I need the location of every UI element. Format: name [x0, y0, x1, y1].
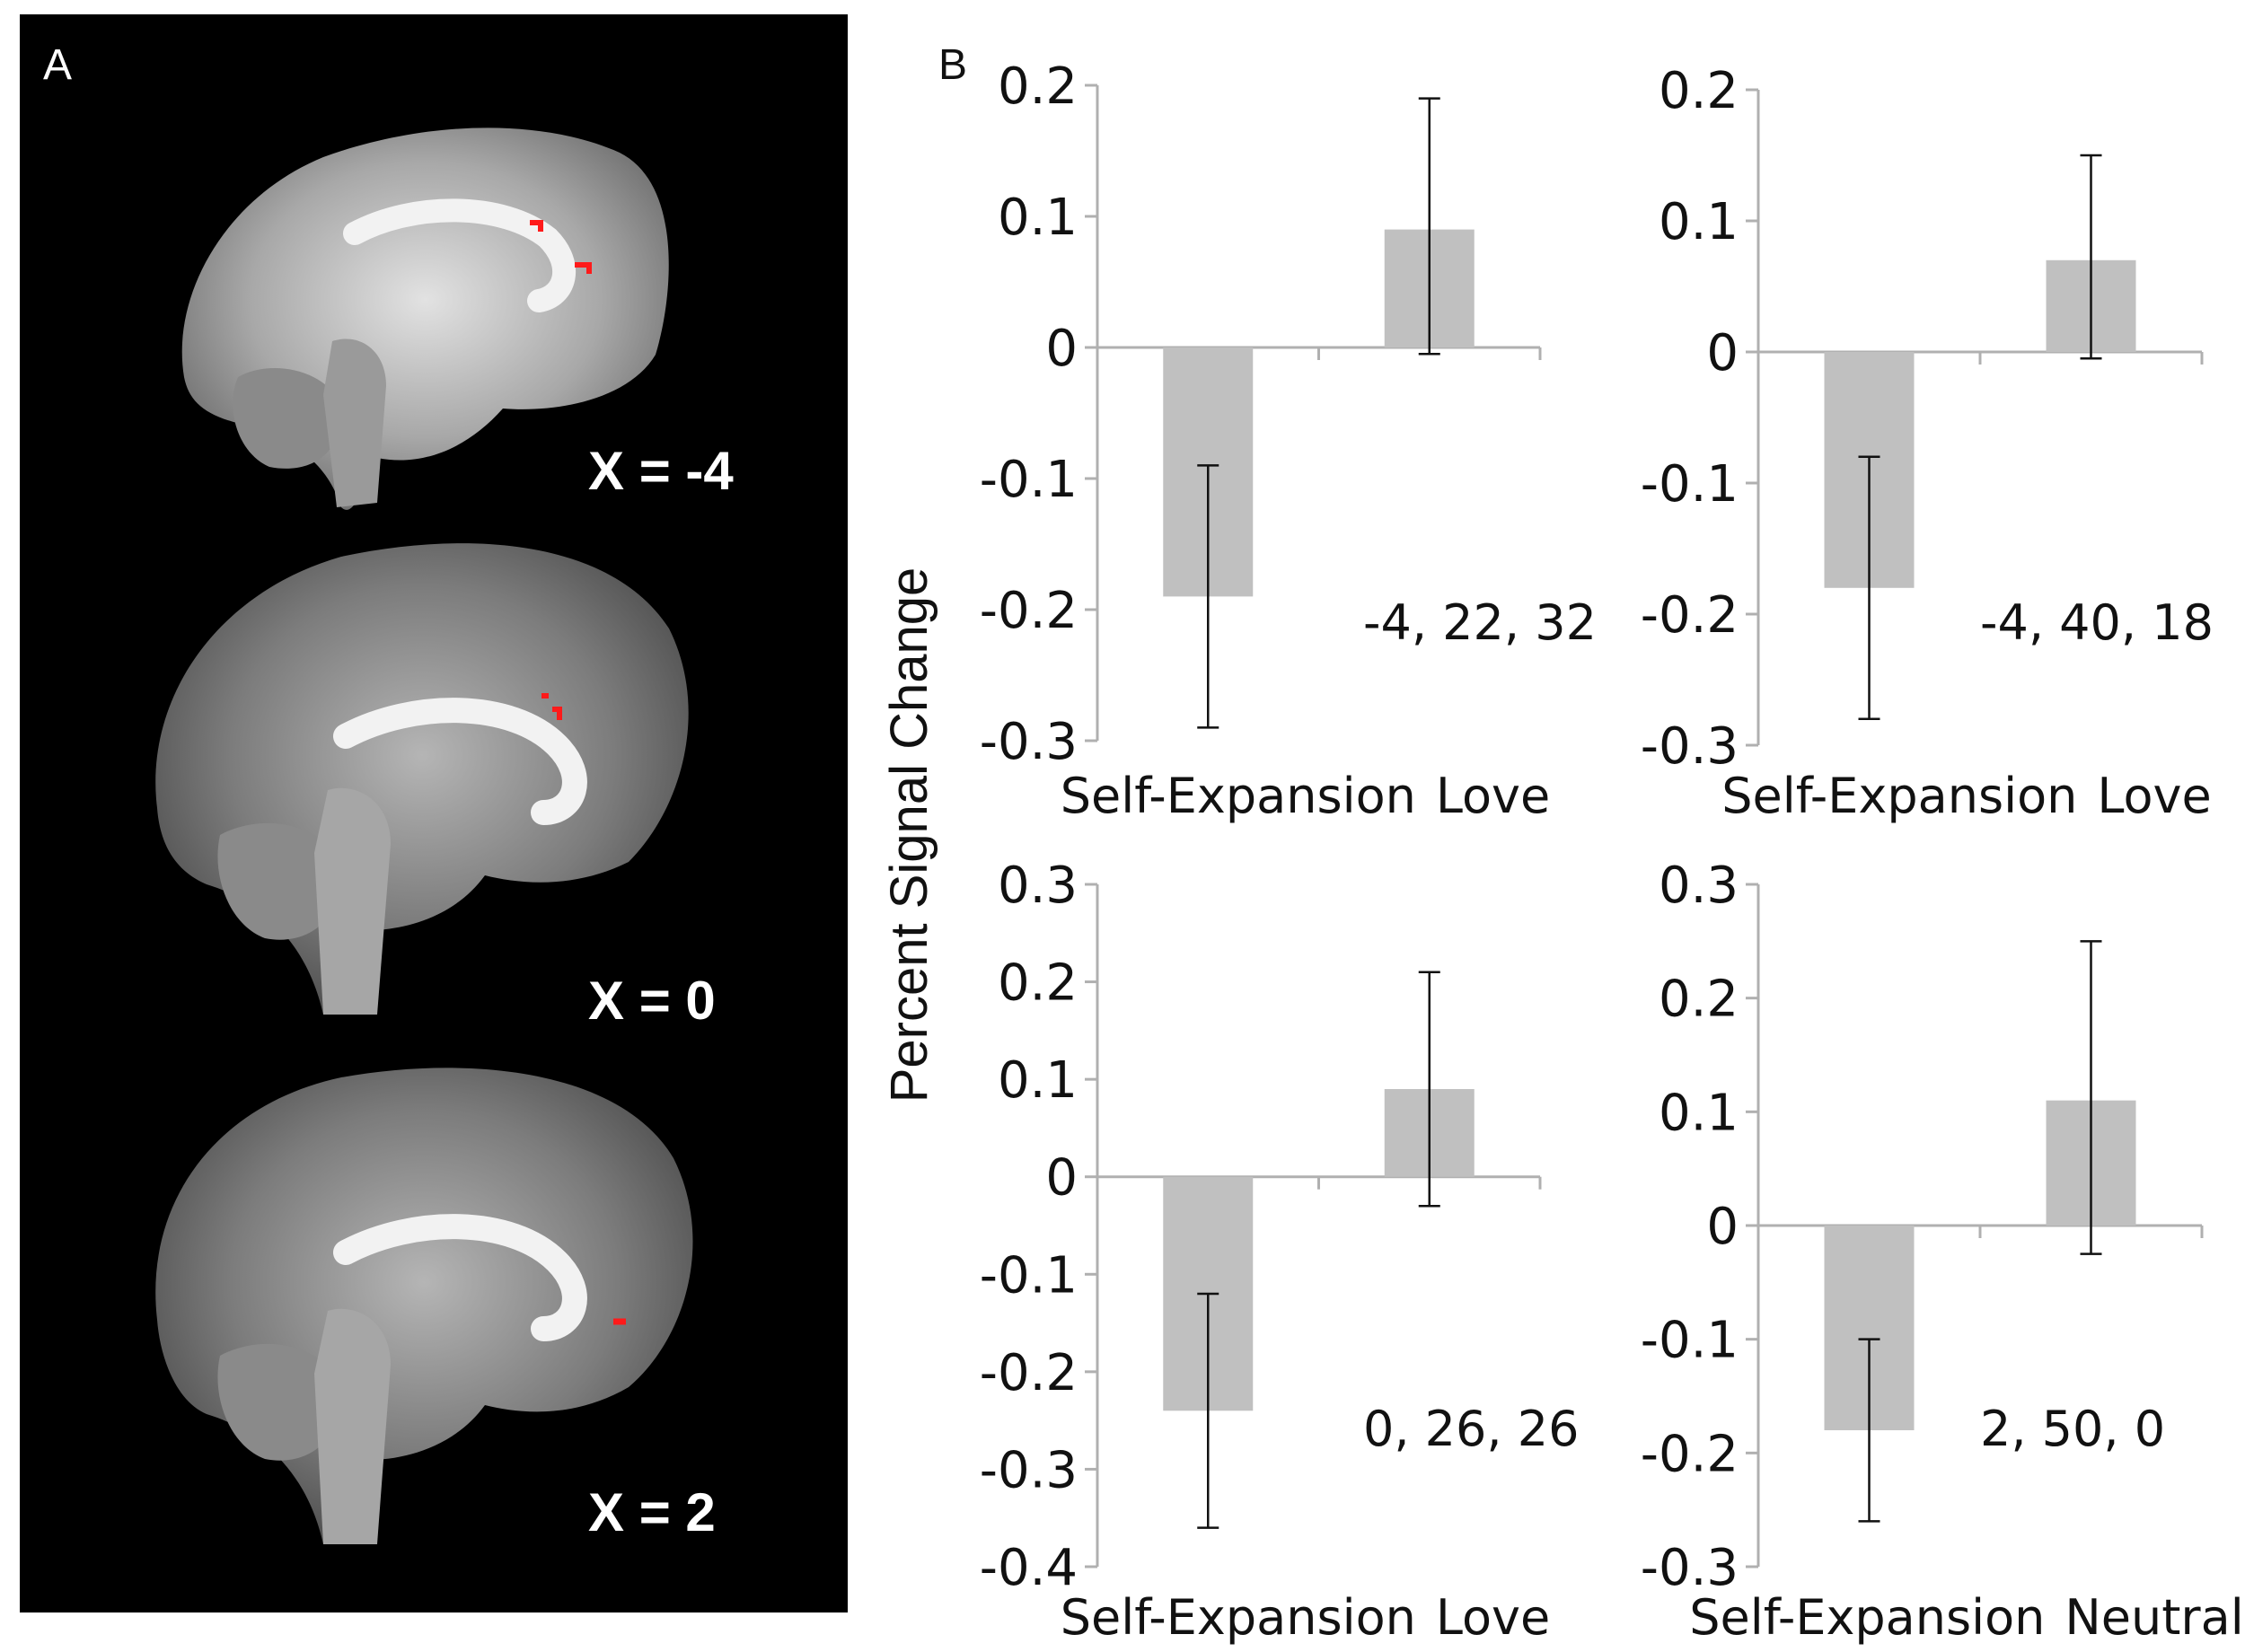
brain-cerebellum: [233, 368, 342, 469]
y-tick-label: 0.2: [1659, 62, 1739, 120]
coordinate-annotation: 0, 26, 26: [1363, 1401, 1579, 1457]
x-tick-label: Self-Expansion Love: [1061, 1589, 1550, 1646]
y-tick-label: 0.3: [998, 857, 1078, 915]
y-tick-label: 0.1: [1659, 193, 1739, 251]
y-tick-label: 0.2: [998, 954, 1078, 1013]
x-tick-label: Self-Expansion Love: [1721, 768, 2211, 824]
brain-slice-2: X = 0: [155, 543, 716, 1031]
y-tick-label: -0.3: [980, 713, 1078, 771]
y-tick-label: -0.2: [1641, 586, 1739, 645]
y-tick-label: -0.1: [1641, 455, 1739, 514]
activation-marker: [530, 220, 592, 274]
x-tick-label-0: Self-Expansion: [1061, 1589, 1416, 1646]
brain-slice-3: X = 2: [155, 1068, 716, 1544]
coordinate-annotation: 2, 50, 0: [1980, 1401, 2165, 1457]
y-tick-label: -0.2: [1641, 1425, 1739, 1483]
corpus-callosum: [333, 698, 587, 825]
corpus-callosum: [333, 1214, 587, 1341]
panel-b-letter: B: [938, 41, 967, 89]
y-tick-label: -0.3: [980, 1441, 1078, 1499]
y-tick-label: 0.1: [1659, 1084, 1739, 1142]
y-tick-label: 0: [1706, 1198, 1739, 1256]
brain-cerebellum: [217, 822, 342, 940]
x-tick-label-1: Neutral: [2065, 1589, 2243, 1646]
panel-b: B Percent Signal Change 0.20.10-0.1-0.2-…: [880, 41, 2244, 1646]
brain-stem: [314, 787, 391, 1015]
x-tick-label-0: Self-Expansion: [1689, 1589, 2045, 1646]
activation-marker: [541, 693, 562, 720]
y-tick-label: -0.2: [980, 1344, 1078, 1402]
x-tick-label-1: Love: [1436, 1589, 1550, 1646]
y-tick-label: 0.1: [998, 189, 1078, 247]
panel-a-letter: A: [43, 41, 72, 89]
x-tick-label-1: Love: [2097, 768, 2211, 824]
y-tick-label: 0.3: [1659, 857, 1739, 915]
y-tick-label: 0.1: [998, 1051, 1078, 1110]
x-tick-label-0: Self-Expansion: [1061, 768, 1416, 824]
y-tick-label: -0.1: [980, 451, 1078, 509]
slice-label: X = 2: [588, 1482, 716, 1542]
x-tick-label: Self-Expansion Neutral: [1689, 1589, 2243, 1646]
coordinate-annotation: -4, 40, 18: [1980, 594, 2214, 651]
y-tick-label: -0.2: [980, 582, 1078, 640]
y-tick-label: 0.2: [1659, 971, 1739, 1029]
bar-chart-3: 0.3 0.2 0.1 0 -0.1 -0.2 -0.3 -0.4Self-Expansion…: [980, 857, 1580, 1646]
slice-label: X = -4: [588, 441, 734, 501]
brain-cerebellum: [217, 1343, 342, 1461]
y-tick-label: 0: [1706, 324, 1739, 382]
y-tick-label: -0.1: [1641, 1312, 1739, 1370]
corpus-callosum: [343, 198, 576, 312]
y-tick-label: -0.4: [980, 1539, 1078, 1597]
x-tick-label-1: Love: [1436, 768, 1550, 824]
slice-label: X = 0: [588, 971, 716, 1031]
panel-a: A X = -4 X = 0 X = 2: [20, 14, 848, 1612]
brain-stem: [323, 338, 386, 507]
brain-stem: [314, 1308, 391, 1544]
y-tick-label: -0.1: [980, 1246, 1078, 1305]
coordinate-annotation: -4, 22, 32: [1363, 594, 1597, 651]
x-tick-label-0: Self-Expansion: [1721, 768, 2077, 824]
y-tick-label: 0: [1045, 1149, 1078, 1208]
y-tick-label: 0: [1045, 320, 1078, 378]
brain-slice-1: X = -4: [181, 127, 734, 510]
y-tick-label: -0.3: [1641, 717, 1739, 776]
y-tick-label: 0.2: [998, 57, 1078, 116]
y-tick-label: -0.3: [1641, 1539, 1739, 1597]
x-tick-label: Self-Expansion Love: [1061, 768, 1550, 824]
y-axis-label: Percent Signal Change: [880, 567, 938, 1103]
